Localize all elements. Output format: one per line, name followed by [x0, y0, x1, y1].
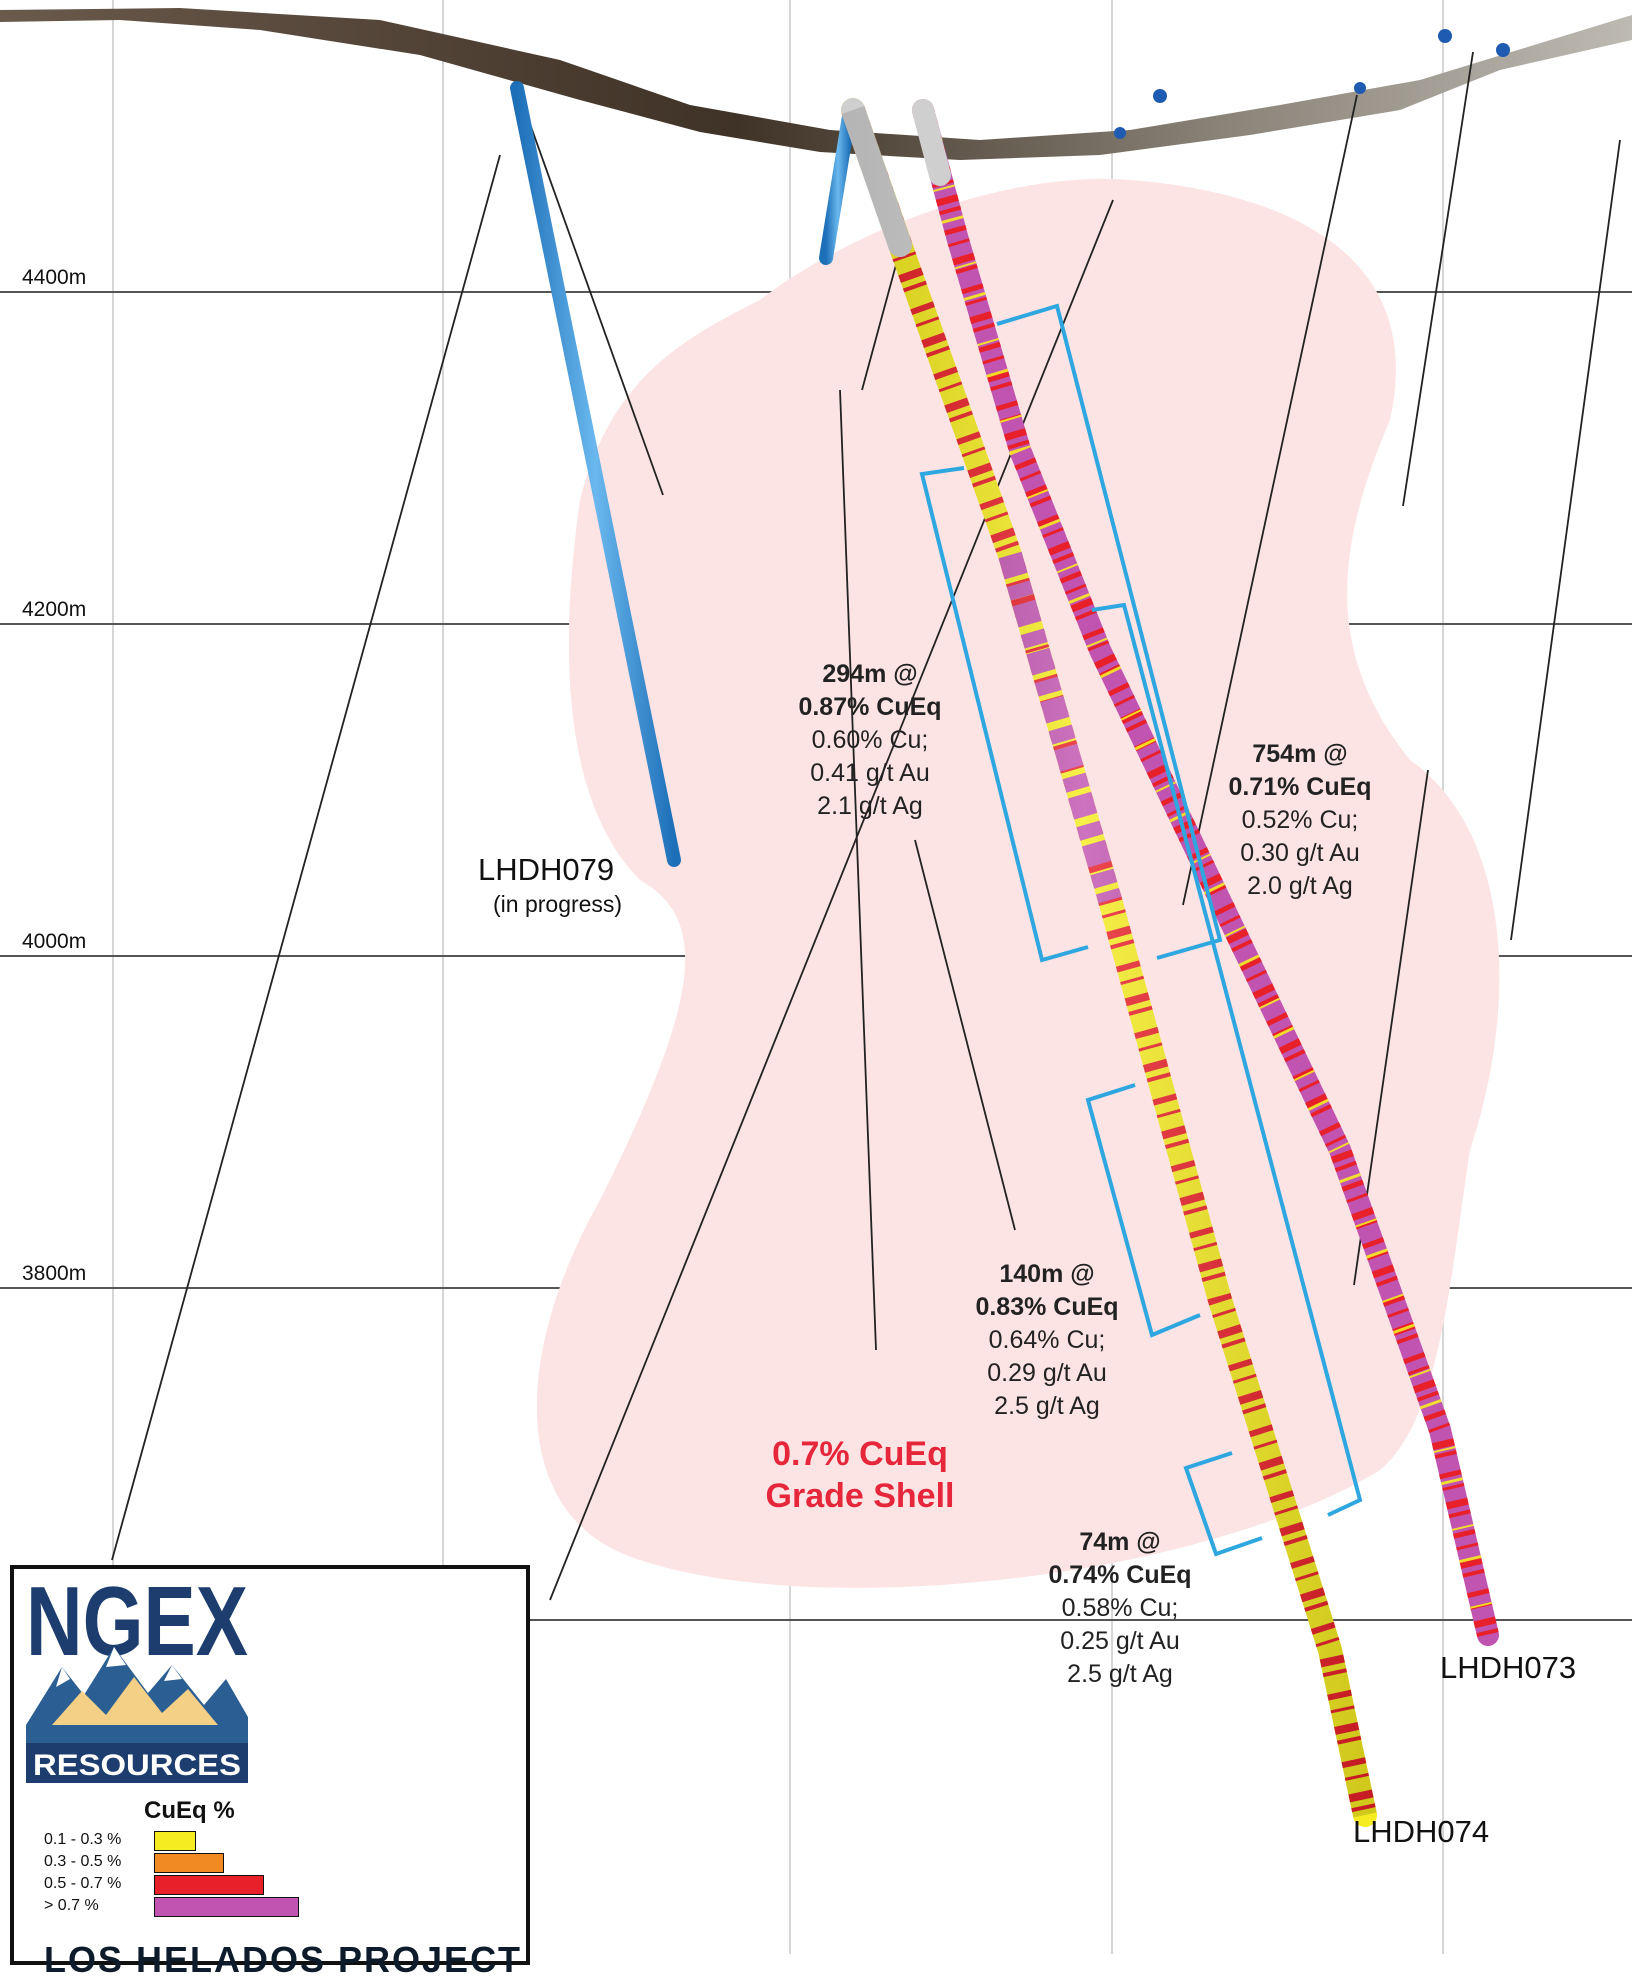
- intercept-length: 74m @: [1079, 1528, 1161, 1556]
- drillhole-lhdh074: [841, 98, 1377, 1827]
- intercept-ag: 2.5 g/t Ag: [1067, 1660, 1173, 1688]
- hole-status-lhdh079: (in progress): [493, 891, 623, 917]
- intercept-ag: 2.5 g/t Ag: [994, 1392, 1100, 1420]
- grade-shell-line2: Grade Shell: [765, 1477, 955, 1515]
- ngex-logo: NGEX RESOURCES: [22, 1575, 252, 1785]
- intercept-au: 0.30 g/t Au: [1240, 839, 1360, 867]
- legend-label: 0.1 - 0.3 %: [44, 1831, 122, 1848]
- elevation-label-4200: 4200m: [22, 598, 87, 621]
- intercept-au: 0.29 g/t Au: [987, 1359, 1107, 1387]
- leader-lines: [111, 51, 1621, 1601]
- elevation-label-4000: 4000m: [22, 930, 87, 953]
- intercept-cu: 0.52% Cu;: [1241, 806, 1359, 834]
- intercept-cueq: 0.87% CuEq: [798, 693, 942, 721]
- intercept-ag: 2.0 g/t Ag: [1247, 872, 1353, 900]
- grade-shell-label: 0.7% CuEq Grade Shell: [715, 1433, 1005, 1517]
- drillhole-lhdh073: [912, 99, 1499, 1646]
- intercept-cueq: 0.74% CuEq: [1048, 1561, 1192, 1589]
- intercept-ag: 2.1 g/t Ag: [817, 792, 923, 820]
- svg-text:NGEX: NGEX: [26, 1575, 248, 1676]
- legend-label: > 0.7 %: [44, 1897, 99, 1914]
- intercept-cueq: 0.83% CuEq: [975, 1293, 1119, 1321]
- legend-label: 0.5 - 0.7 %: [44, 1875, 122, 1892]
- legend-label: 0.3 - 0.5 %: [44, 1853, 122, 1870]
- intercept-cu: 0.58% Cu;: [1061, 1594, 1179, 1622]
- hole-label-lhdh074: LHDH074: [1353, 1814, 1490, 1849]
- hole-label-lhdh079: LHDH079: [478, 852, 615, 887]
- grade-shell-region: [536, 178, 1500, 1588]
- grade-shell-line1: 0.7% CuEq: [772, 1435, 948, 1473]
- legend-panel: NGEX RESOURCES CuEq % 0.1 - 0.3 % 0.3 - …: [10, 1565, 530, 1980]
- legend-swatch: [154, 1875, 264, 1895]
- project-title: LOS HELADOS PROJECT: [44, 1939, 523, 1980]
- topography-surface: [0, 8, 1632, 160]
- intercept-annotation-754m: 754m @ 0.71% CuEq 0.52% Cu; 0.30 g/t Au …: [1185, 738, 1415, 903]
- hole-label-lhdh073: LHDH073: [1440, 1650, 1577, 1685]
- collar-markers: [1114, 29, 1510, 139]
- intercept-cu: 0.64% Cu;: [988, 1326, 1106, 1354]
- intercept-au: 0.41 g/t Au: [810, 759, 930, 787]
- legend-swatch: [154, 1897, 299, 1917]
- intercept-annotation-74m: 74m @ 0.74% CuEq 0.58% Cu; 0.25 g/t Au 2…: [1005, 1526, 1235, 1691]
- legend-swatch: [154, 1853, 224, 1873]
- intercept-length: 754m @: [1252, 740, 1348, 768]
- intercept-cu: 0.60% Cu;: [811, 726, 929, 754]
- intercept-annotation-140m: 140m @ 0.83% CuEq 0.64% Cu; 0.29 g/t Au …: [932, 1258, 1162, 1423]
- intercept-length: 140m @: [999, 1260, 1095, 1288]
- intercept-au: 0.25 g/t Au: [1060, 1627, 1180, 1655]
- svg-text:RESOURCES: RESOURCES: [33, 1749, 241, 1782]
- intercept-length: 294m @: [822, 660, 918, 688]
- legend-title: CuEq %: [144, 1797, 235, 1824]
- drillhole-lhdh079: [510, 81, 681, 867]
- intercept-cueq: 0.71% CuEq: [1228, 773, 1372, 801]
- intercept-brackets: [919, 303, 1363, 1557]
- intercept-annotation-294m: 294m @ 0.87% CuEq 0.60% Cu; 0.41 g/t Au …: [755, 658, 985, 823]
- elevation-label-4400: 4400m: [22, 266, 87, 289]
- elevation-label-3800: 3800m: [22, 1262, 87, 1285]
- drillhole-short-blue: [819, 103, 857, 265]
- legend-swatch: [154, 1831, 196, 1851]
